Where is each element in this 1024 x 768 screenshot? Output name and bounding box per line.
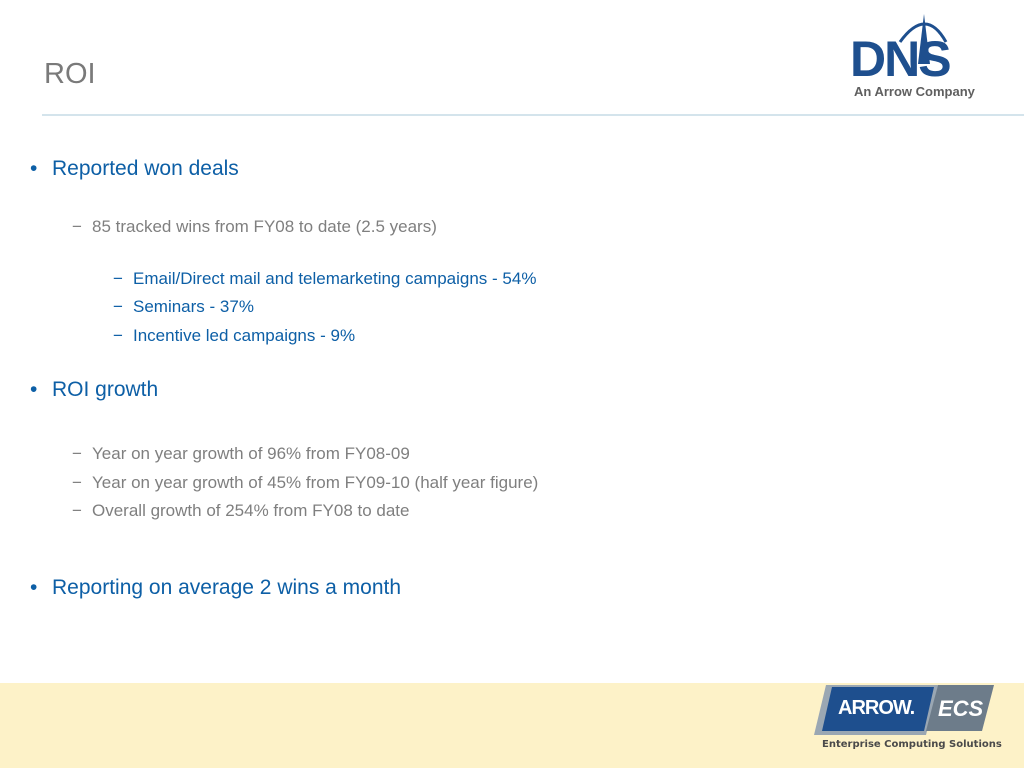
- dash-marker: −: [113, 297, 123, 316]
- dash-marker: −: [72, 217, 82, 236]
- dash-marker: −: [113, 269, 123, 288]
- dns-logo-letters: DNS: [850, 31, 950, 86]
- sub-bullet-text: Year on year growth of 96% from FY08-09: [92, 444, 410, 463]
- sub-sub-bullet-text: Incentive led campaigns - 9%: [133, 326, 356, 345]
- slide-title: ROI: [44, 58, 96, 90]
- bullet-marker: •: [30, 576, 38, 599]
- dash-marker: −: [113, 326, 123, 345]
- sub-sub-bullet-text: Email/Direct mail and telemarketing camp…: [133, 269, 537, 288]
- dns-logo-mark: DNS: [850, 14, 952, 87]
- bullet-text: Reporting on average 2 wins a month: [52, 576, 402, 599]
- dash-marker: −: [72, 444, 82, 463]
- sub-bullet-growth-fy09-10: − Year on year growth of 45% from FY09-1…: [72, 473, 539, 493]
- sub-sub-bullet-incentive: − Incentive led campaigns - 9%: [113, 326, 356, 346]
- bullet-roi-growth: • ROI growth: [30, 378, 159, 402]
- sub-sub-bullet-seminars: − Seminars - 37%: [113, 297, 254, 317]
- sub-sub-bullet-email: − Email/Direct mail and telemarketing ca…: [113, 269, 537, 289]
- dash-marker: −: [72, 473, 82, 492]
- bullet-text: ROI growth: [52, 378, 159, 401]
- sub-bullet-text: Overall growth of 254% from FY08 to date: [92, 501, 410, 520]
- arrow-logo-product: ECS: [938, 696, 984, 721]
- sub-bullet-text: Year on year growth of 45% from FY09-10 …: [92, 473, 539, 492]
- bullet-text: Reported won deals: [52, 157, 239, 180]
- title-divider: [42, 114, 1024, 116]
- sub-bullet-tracked-wins: − 85 tracked wins from FY08 to date (2.5…: [72, 217, 437, 237]
- arrow-logo-brand: ARROW.: [838, 697, 915, 719]
- dns-logo: DNS An Arrow Company: [848, 8, 998, 104]
- slide-body: • Reported won deals − 85 tracked wins f…: [30, 157, 539, 600]
- arrow-ecs-logo: ARROW. ECS Enterprise Computing Solution…: [810, 683, 1002, 753]
- sub-bullet-overall-growth: − Overall growth of 254% from FY08 to da…: [72, 501, 410, 521]
- bullet-reporting-average: • Reporting on average 2 wins a month: [30, 576, 402, 600]
- sub-sub-bullet-text: Seminars - 37%: [133, 297, 254, 316]
- arrow-ecs-logo-mark: [814, 685, 994, 735]
- dash-marker: −: [72, 501, 82, 520]
- arrow-logo-tagline: Enterprise Computing Solutions: [822, 739, 1002, 750]
- sub-bullet-growth-fy08-09: − Year on year growth of 96% from FY08-0…: [72, 444, 410, 464]
- bullet-reported-won-deals: • Reported won deals: [30, 157, 239, 181]
- sub-bullet-text: 85 tracked wins from FY08 to date (2.5 y…: [92, 217, 437, 236]
- dns-logo-tagline: An Arrow Company: [854, 84, 975, 99]
- bullet-marker: •: [30, 378, 38, 401]
- bullet-marker: •: [30, 157, 38, 180]
